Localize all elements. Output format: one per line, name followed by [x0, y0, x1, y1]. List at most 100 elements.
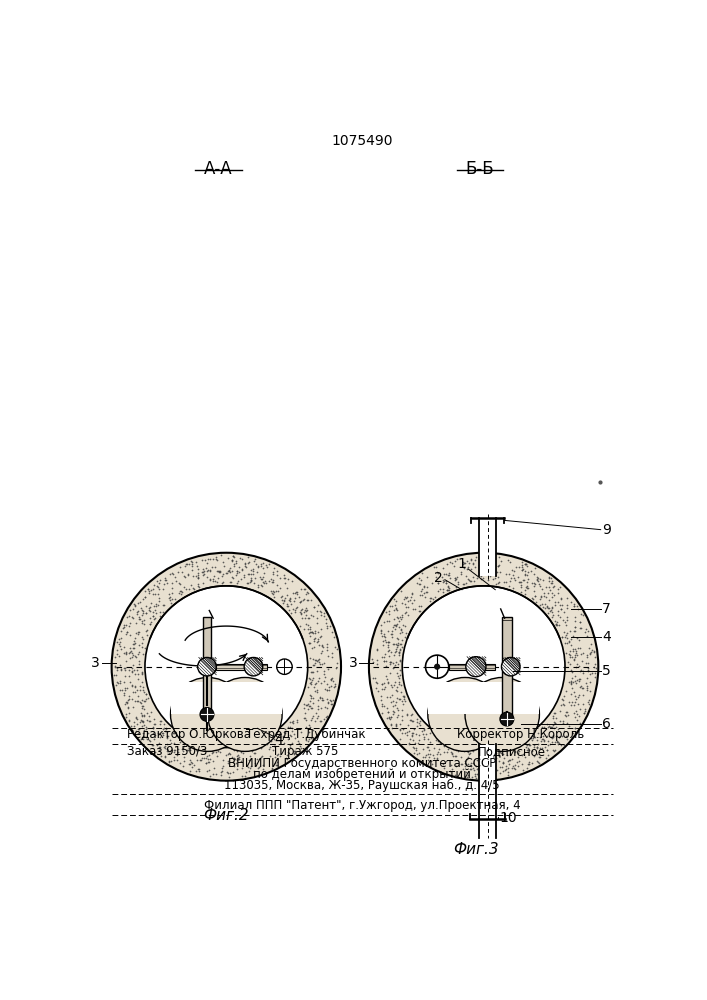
Point — [306, 624, 317, 640]
Point — [564, 656, 575, 672]
Point — [583, 692, 595, 708]
Point — [303, 621, 314, 637]
Point — [408, 740, 419, 756]
Point — [370, 674, 382, 690]
Point — [308, 657, 319, 673]
Point — [443, 737, 455, 753]
Point — [230, 553, 242, 569]
Point — [450, 742, 462, 758]
Point — [517, 756, 528, 772]
Point — [149, 744, 160, 760]
Point — [216, 568, 228, 584]
Point — [168, 749, 180, 765]
Point — [120, 626, 132, 642]
Point — [501, 574, 512, 590]
Point — [547, 585, 558, 601]
Point — [583, 663, 594, 679]
Point — [328, 673, 339, 689]
Point — [392, 637, 404, 653]
Point — [409, 592, 420, 608]
Point — [438, 738, 450, 754]
Point — [223, 562, 235, 578]
Point — [569, 720, 580, 736]
Circle shape — [402, 586, 565, 748]
Point — [129, 693, 141, 709]
Point — [286, 596, 297, 612]
Point — [396, 702, 407, 718]
Point — [267, 574, 278, 590]
Point — [554, 609, 566, 625]
Point — [550, 594, 561, 610]
Point — [372, 641, 383, 657]
Point — [129, 635, 141, 651]
Point — [138, 722, 149, 738]
Point — [421, 739, 433, 755]
Point — [468, 755, 479, 771]
Point — [180, 556, 192, 572]
Point — [526, 563, 537, 579]
Point — [378, 681, 390, 697]
Point — [586, 665, 597, 681]
Point — [207, 571, 218, 587]
Point — [274, 748, 286, 764]
Point — [290, 743, 301, 759]
Point — [443, 741, 454, 757]
Point — [307, 722, 318, 738]
Point — [284, 590, 296, 606]
Point — [423, 752, 434, 768]
Point — [479, 559, 491, 575]
Point — [378, 628, 389, 644]
Point — [563, 633, 575, 649]
Text: 2: 2 — [434, 571, 443, 585]
Point — [530, 576, 541, 592]
Point — [542, 600, 554, 616]
Point — [385, 677, 397, 693]
Point — [305, 676, 317, 692]
Point — [238, 569, 250, 585]
Text: Корректор Н.Король: Корректор Н.Король — [457, 728, 585, 741]
Point — [132, 662, 143, 678]
Point — [295, 738, 306, 754]
Point — [158, 597, 169, 613]
Point — [415, 583, 426, 599]
Point — [397, 708, 408, 724]
Point — [284, 727, 296, 743]
Point — [380, 668, 391, 684]
Point — [286, 735, 298, 751]
Point — [490, 742, 501, 758]
Point — [226, 553, 238, 569]
Point — [213, 563, 224, 579]
Point — [465, 761, 477, 777]
Point — [154, 716, 165, 732]
Point — [247, 739, 258, 755]
Point — [236, 562, 247, 578]
Point — [116, 623, 127, 639]
Point — [256, 735, 267, 751]
Point — [493, 748, 505, 764]
Point — [376, 681, 387, 697]
Point — [303, 625, 315, 641]
Point — [310, 655, 321, 671]
Point — [151, 573, 163, 589]
Point — [182, 738, 194, 754]
Point — [174, 755, 185, 771]
Point — [279, 590, 291, 606]
Point — [124, 688, 135, 704]
Point — [161, 728, 173, 744]
Point — [162, 741, 173, 757]
Point — [140, 623, 151, 639]
Point — [491, 576, 502, 592]
Point — [166, 575, 177, 591]
Point — [547, 600, 558, 616]
Point — [133, 624, 144, 640]
Point — [462, 743, 473, 759]
Point — [326, 670, 337, 686]
Point — [143, 581, 154, 597]
Point — [257, 737, 268, 753]
Point — [557, 696, 568, 712]
Point — [447, 745, 458, 761]
Point — [244, 748, 255, 764]
Point — [229, 751, 240, 767]
Point — [139, 589, 151, 605]
Point — [304, 619, 315, 635]
